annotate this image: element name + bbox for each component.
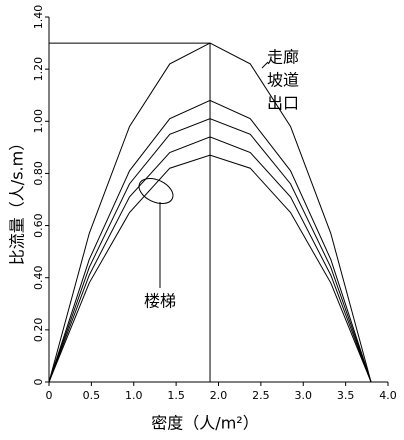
x-tick-label: 3.0: [295, 389, 313, 402]
annotation: 坡道: [267, 71, 299, 90]
annotation: 出口: [267, 94, 299, 113]
x-tick-label: 4.0: [379, 389, 397, 402]
y-axis-label: 比流量（人/s.m）: [8, 135, 27, 265]
y-tick-label: 1.00: [32, 109, 45, 133]
x-tick-label: 1.0: [125, 389, 143, 402]
annotation: 走廊: [267, 48, 299, 67]
series-line: [48, 99, 372, 383]
y-tick-label: 0.80: [32, 161, 45, 186]
series-line: [48, 154, 372, 383]
y-tick-label: 0.20: [32, 318, 45, 343]
series-line: [48, 42, 372, 383]
series-line: [48, 118, 372, 383]
annotation-ellipse: [138, 177, 174, 205]
annotation-leader: [261, 61, 269, 69]
y-tick-label: 1.20: [32, 57, 45, 82]
x-axis-label: 密度（人/m²）: [151, 414, 258, 433]
x-tick-label: 3.5: [337, 389, 355, 402]
x-tick-label: 2.5: [252, 389, 270, 402]
y-tick-label: 0.60: [32, 213, 45, 238]
series-line: [48, 136, 372, 383]
y-tick-label: 0: [32, 379, 45, 386]
x-tick-label: 0.5: [83, 389, 101, 402]
x-tick-label: 0: [46, 389, 53, 402]
y-tick-label: 0.40: [32, 265, 45, 290]
y-tick-label: 1.40: [32, 5, 45, 30]
annotation: 楼梯: [144, 292, 176, 311]
x-tick-label: 1.5: [167, 389, 185, 402]
x-tick-label: 2.0: [210, 389, 228, 402]
